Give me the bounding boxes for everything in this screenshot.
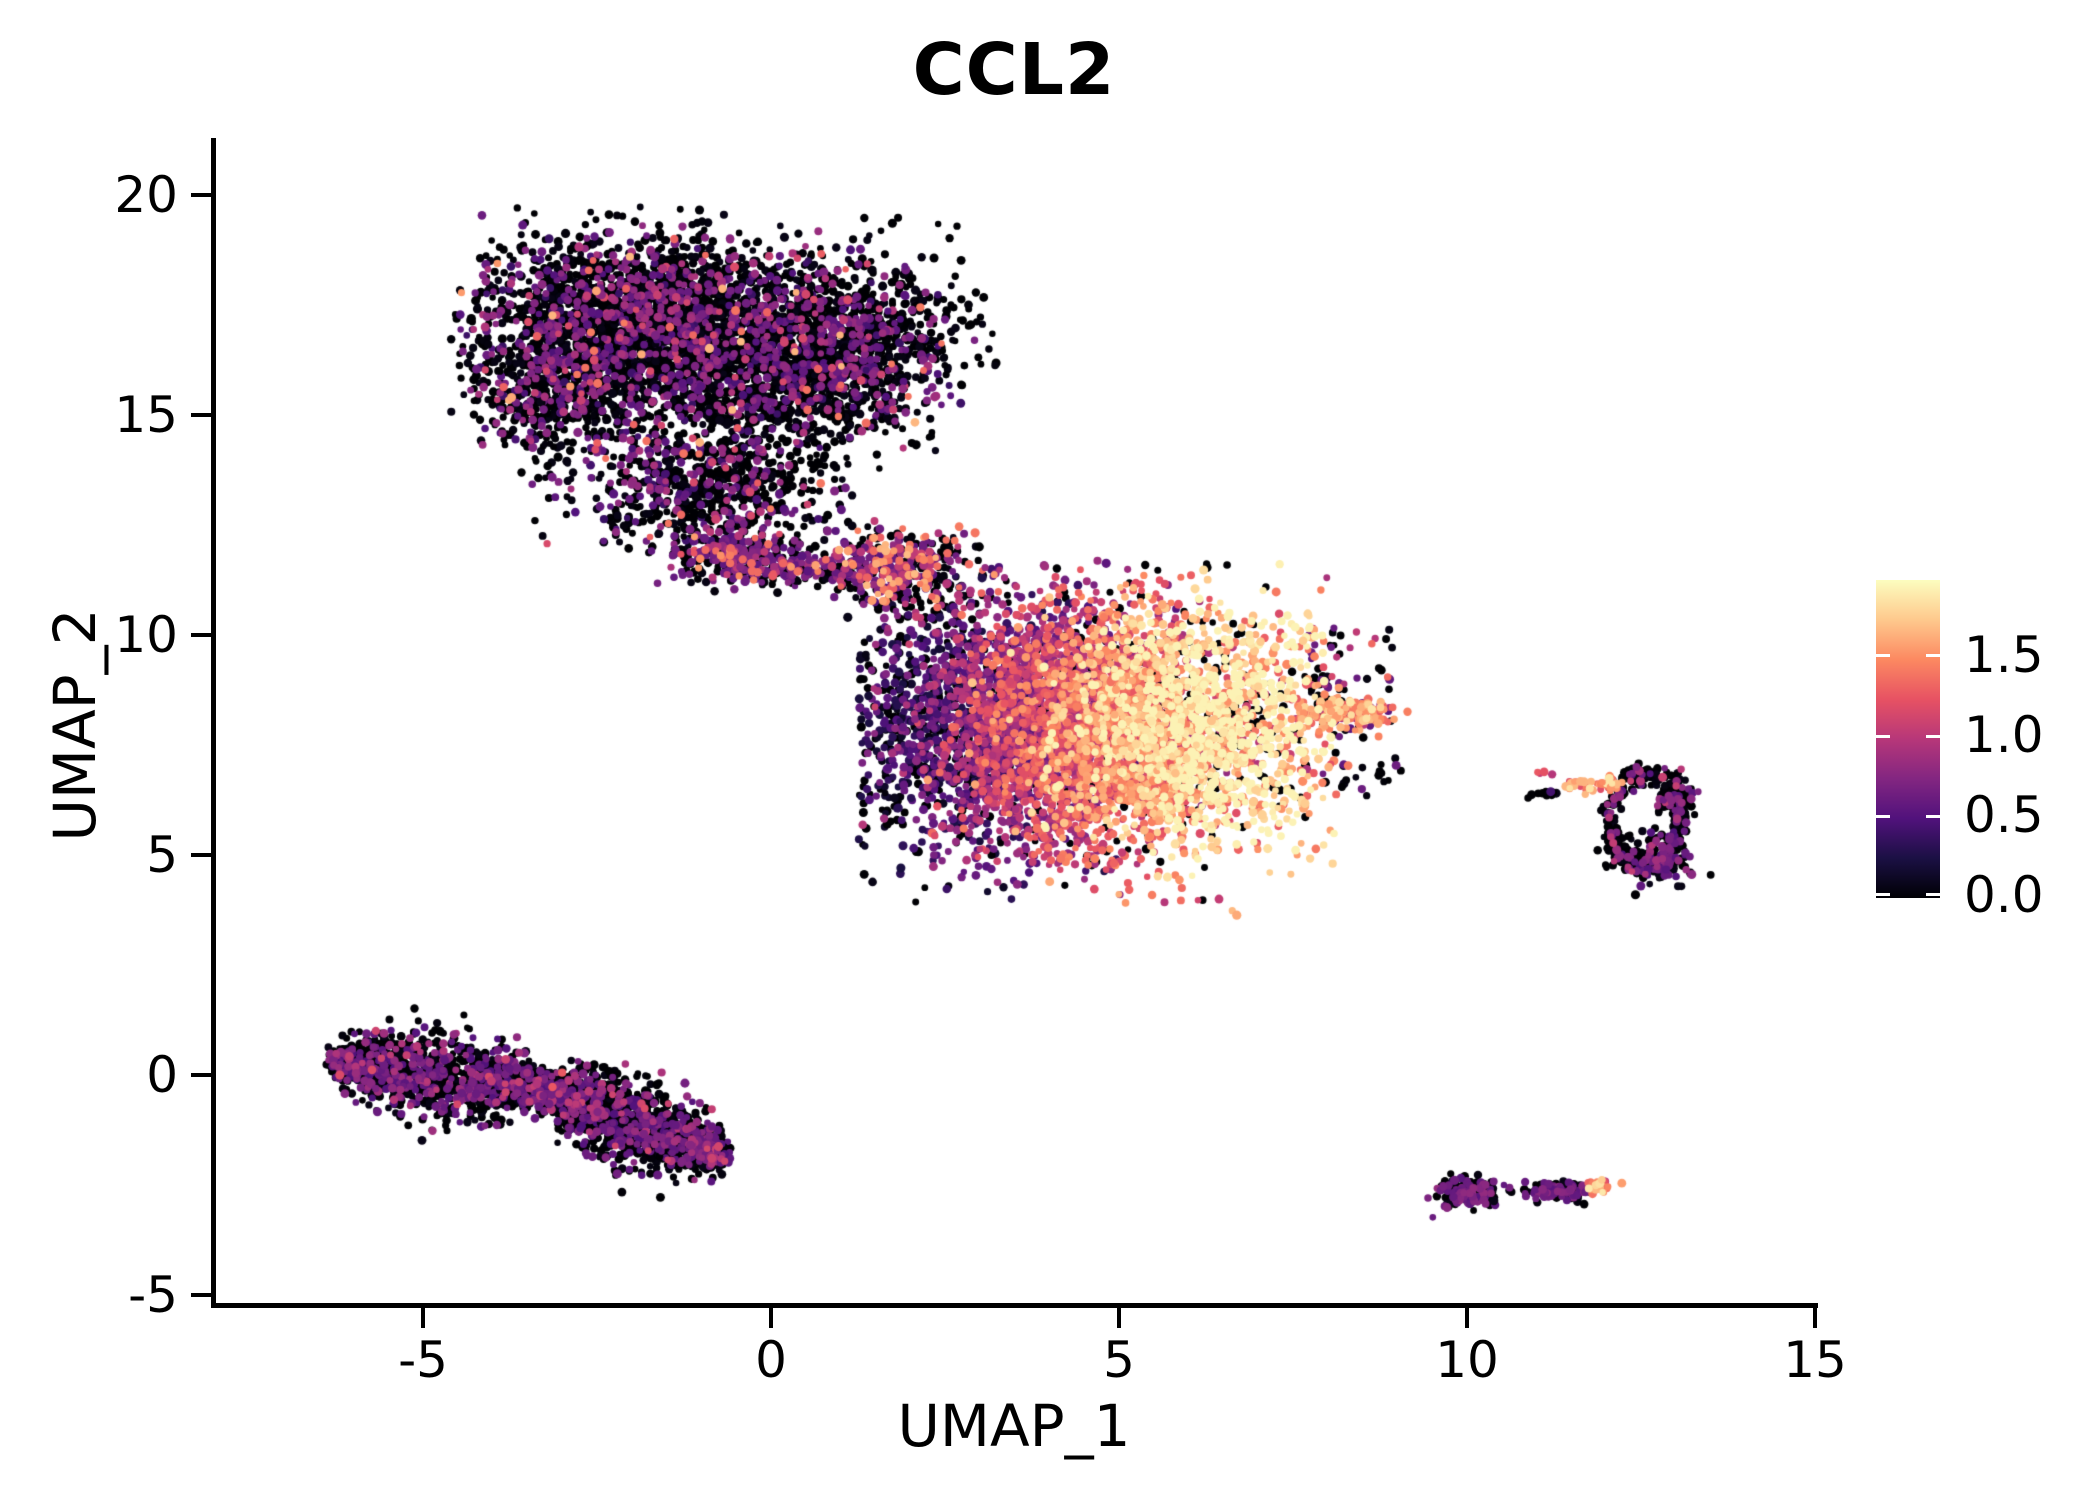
y-tick-label-10: 10 [114,606,178,664]
x-tick-label-0: 0 [755,1331,787,1389]
colorbar-tick-mark-1.0-right [1926,735,1940,738]
y-tick-mark-neg5 [191,1293,213,1297]
colorbar-tick-label-0.0: 0.0 [1964,866,2044,924]
x-tick-mark-neg5 [421,1308,425,1328]
x-tick-mark-0 [769,1308,773,1328]
x-tick-mark-15 [1813,1308,1817,1328]
y-tick-mark-5 [191,853,213,857]
x-tick-label-neg5: -5 [398,1331,448,1389]
colorbar-tick-label-0.5: 0.5 [1964,786,2044,844]
y-tick-mark-15 [191,413,213,417]
colorbar-tick-mark-1.5-left [1876,654,1890,657]
colorbar-tick-label-1.5: 1.5 [1964,626,2044,684]
y-tick-label-0: 0 [146,1046,178,1104]
colorbar-tick-label-1.0: 1.0 [1964,706,2044,764]
y-tick-mark-10 [191,633,213,637]
colorbar-gradient [1876,580,1940,898]
colorbar-tick-mark-0.5-left [1876,815,1890,818]
colorbar-tick-mark-1.0-left [1876,735,1890,738]
y-tick-mark-20 [191,193,213,197]
x-axis-line [211,1303,1818,1308]
colorbar-tick-mark-0.0-left [1876,893,1890,896]
colorbar [1876,580,1940,898]
y-tick-label-20: 20 [114,166,178,224]
colorbar-tick-mark-0.5-right [1926,815,1940,818]
plot-title: CCL2 [912,28,1116,111]
y-tick-mark-0 [191,1073,213,1077]
colorbar-tick-mark-0.0-right [1926,893,1940,896]
x-axis-title: UMAP_1 [897,1392,1131,1460]
y-tick-label-15: 15 [114,386,178,444]
colorbar-tick-mark-1.5-right [1926,654,1940,657]
y-tick-label-5: 5 [146,826,178,884]
y-tick-label-neg5: -5 [128,1266,178,1324]
x-tick-mark-10 [1465,1308,1469,1328]
x-tick-mark-5 [1117,1308,1121,1328]
x-tick-label-10: 10 [1435,1331,1499,1389]
y-axis-title: UMAP_2 [41,608,109,842]
y-axis-line [211,138,216,1308]
x-tick-label-5: 5 [1103,1331,1135,1389]
x-tick-label-15: 15 [1783,1331,1847,1389]
